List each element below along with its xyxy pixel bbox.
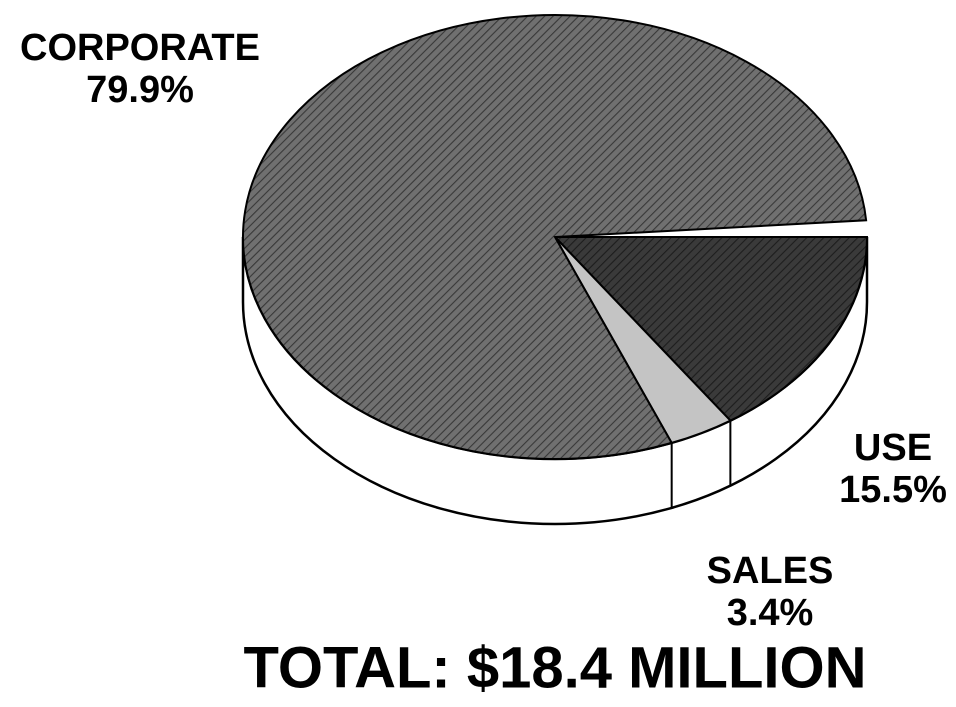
- slice-hatch: [555, 237, 868, 421]
- slice-label: USE: [854, 427, 932, 469]
- chart-title: TOTAL: $18.4 MILLION: [243, 635, 866, 700]
- value-label: 15.5%: [839, 469, 947, 511]
- slice-label: SALES: [707, 550, 834, 592]
- slice-label: CORPORATE: [20, 27, 260, 69]
- slice-hatch: [242, 15, 867, 460]
- value-label: 79.9%: [86, 69, 194, 111]
- value-label: 3.4%: [727, 592, 814, 634]
